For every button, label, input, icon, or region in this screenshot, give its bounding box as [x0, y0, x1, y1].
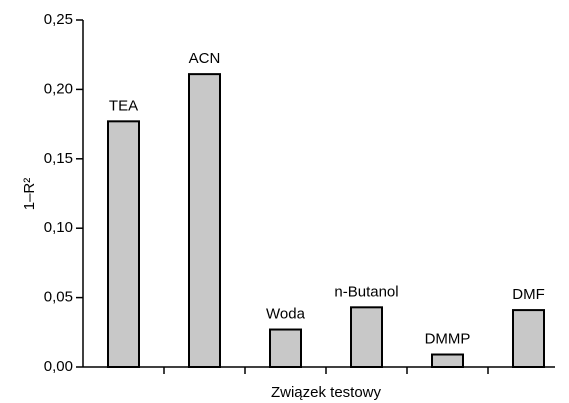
x-axis-label: Związek testowy	[271, 384, 382, 401]
bar	[188, 73, 221, 369]
y-axis-label: 1–R²	[21, 178, 38, 211]
bar	[107, 120, 140, 368]
y-tick-label: 0,25	[44, 11, 73, 28]
bar-label: DMMP	[425, 330, 471, 347]
bar-label: Woda	[266, 305, 306, 322]
bar	[512, 309, 545, 369]
bar	[269, 328, 302, 368]
bar-label: ACN	[189, 50, 221, 67]
y-tick-label: 0,20	[44, 80, 73, 97]
y-tick-label: 0,15	[44, 150, 73, 167]
bar-label: DMF	[512, 286, 545, 303]
bar	[431, 353, 464, 368]
y-tick-label: 0,05	[44, 289, 73, 306]
bar	[350, 306, 383, 369]
y-tick-label: 0,00	[44, 358, 73, 375]
bar-label: TEA	[109, 97, 138, 114]
y-tick-label: 0,10	[44, 219, 73, 236]
bar-label: n-Butanol	[334, 283, 398, 300]
